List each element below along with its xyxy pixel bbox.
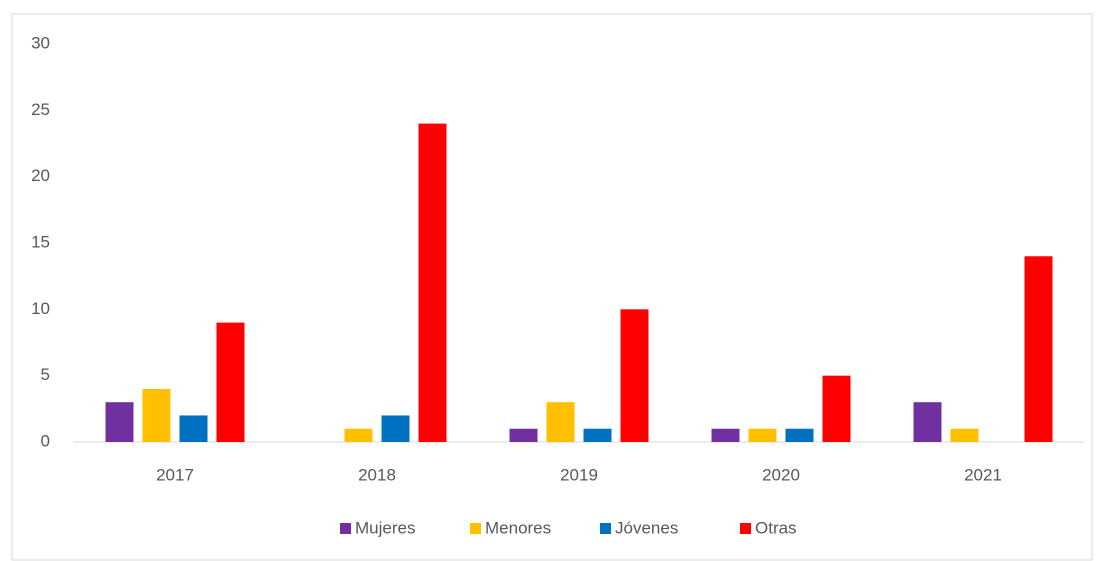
y-tick-label: 10	[31, 299, 50, 318]
x-tick-label: 2019	[560, 465, 598, 484]
legend-label: Otras	[755, 518, 797, 537]
bar	[748, 428, 777, 442]
legend-marker	[740, 523, 751, 534]
bar	[711, 428, 740, 442]
y-tick-label: 25	[31, 100, 50, 119]
legend-marker	[340, 523, 351, 534]
y-tick-label: 5	[41, 365, 50, 384]
legend-marker	[600, 523, 611, 534]
bar	[216, 322, 245, 442]
y-tick-label: 30	[31, 33, 50, 52]
bar	[509, 428, 538, 442]
bar	[1024, 256, 1053, 442]
x-tick-label: 2021	[964, 465, 1002, 484]
bar	[620, 309, 649, 442]
bar	[142, 388, 171, 442]
bar	[583, 428, 612, 442]
bar	[418, 123, 447, 442]
legend-label: Mujeres	[355, 518, 415, 537]
bar	[913, 402, 942, 442]
legend-label: Jóvenes	[615, 518, 678, 537]
y-tick-label: 0	[41, 431, 50, 450]
y-tick-label: 15	[31, 232, 50, 251]
bar	[822, 375, 851, 442]
bar	[785, 428, 814, 442]
bar	[546, 402, 575, 442]
x-tick-label: 2017	[156, 465, 194, 484]
legend-label: Menores	[485, 518, 551, 537]
bar	[381, 415, 410, 442]
bar	[344, 428, 373, 442]
chart-frame	[11, 13, 1093, 561]
bar	[179, 415, 208, 442]
bar	[950, 428, 979, 442]
x-tick-label: 2018	[358, 465, 396, 484]
bar	[105, 402, 134, 442]
legend-marker	[470, 523, 481, 534]
y-tick-label: 20	[31, 166, 50, 185]
x-tick-label: 2020	[762, 465, 800, 484]
